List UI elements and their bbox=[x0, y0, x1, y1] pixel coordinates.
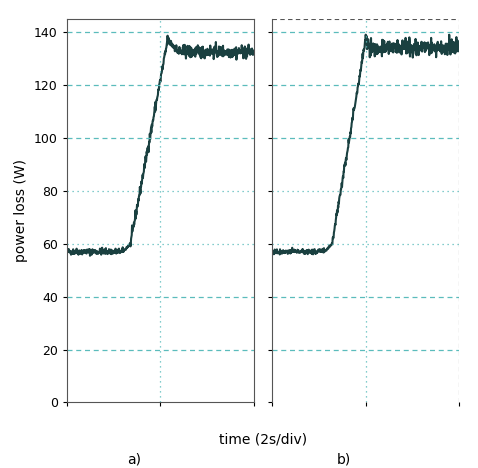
Y-axis label: power loss (W): power loss (W) bbox=[14, 159, 29, 262]
Text: b): b) bbox=[337, 452, 351, 466]
Text: a): a) bbox=[127, 452, 141, 466]
Text: time (2s/div): time (2s/div) bbox=[219, 433, 307, 447]
